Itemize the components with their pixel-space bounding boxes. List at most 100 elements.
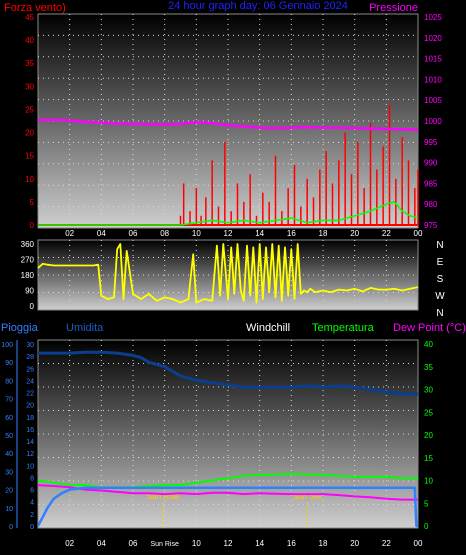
x-tick-label: 20 [350,229,359,238]
direction-tick-label: 90 [25,287,34,296]
wind-tick-label: 40 [25,36,34,45]
pressure-tick-label: 1005 [424,96,442,105]
pressure-line [37,118,419,131]
umidita-tick-label: 28 [26,354,34,361]
umidita-tick-label: 16 [26,427,34,434]
pioggia-label: Pioggia [1,322,39,334]
pressure-tick-label: 1015 [424,55,442,64]
pressure-tick-label: 995 [424,138,438,147]
umidita-tick-label: 6 [30,488,34,495]
x-tick-label: 00 [414,539,423,548]
pioggia-tick-label: 30 [5,469,13,476]
pressure-tick-label: 1020 [424,34,442,43]
pressione-label: Pressione [369,2,418,14]
wind-tick-label: 5 [30,198,35,207]
umidita-label: Umidita [66,322,104,334]
dewpoint-line [37,484,418,501]
pioggia-tick-label: 20 [5,488,13,495]
pioggia-tick-label: 60 [5,415,13,422]
x-tick-label: 06 [129,229,138,238]
direction-tick-label: 0 [30,302,35,311]
umidita-tick-label: 0 [30,524,34,531]
umidita-tick-label: 18 [26,415,34,422]
x-tick-label: 00 [414,229,423,238]
wind-tick-label: 30 [25,82,34,91]
sun-marker-label: Sun Set [293,492,322,501]
pioggia-tick-label: 100 [1,342,13,349]
compass-label: E [437,257,444,268]
gust-line [38,201,419,226]
pressure-tick-label: 990 [424,159,438,168]
wind-tick-label: 15 [25,152,34,161]
compass-label: W [435,291,445,302]
temperature-tick-label: 0 [424,522,429,531]
x-tick-label: 06 [129,539,138,548]
pioggia-tick-label: 80 [5,378,13,385]
umidita-tick-label: 30 [26,342,34,349]
temperature-tick-label: 15 [424,454,433,463]
x-tick-label: 18 [319,539,328,548]
pressure-tick-label: 1025 [424,13,442,22]
x-tick-label: 02 [65,539,74,548]
x-tick-label: 02 [65,229,74,238]
umidita-tick-label: 20 [26,403,34,410]
umidita-tick-label: 12 [26,451,34,458]
umidita-tick-label: 8 [30,475,34,482]
pressure-tick-label: 975 [424,221,438,230]
pioggia-tick-label: 40 [5,451,13,458]
dewpoint-label: Dew Point (°C) [393,322,466,334]
wind-tick-label: 10 [25,175,34,184]
temperature-tick-label: 25 [424,408,433,417]
pressure-tick-label: 980 [424,200,438,209]
x-tick-label: 12 [224,229,233,238]
pressure-tick-label: 1000 [424,117,442,126]
pioggia-tick-label: 0 [9,524,13,531]
compass-label: S [437,274,444,285]
wind-tick-label: 0 [30,221,35,230]
pressure-tick-label: 1010 [424,75,442,84]
wind-tick-label: 25 [25,105,34,114]
pioggia-tick-label: 70 [5,397,13,404]
x-tick-label: 14 [255,539,264,548]
x-tick-label: 22 [382,539,391,548]
direction-tick-label: 180 [21,271,35,280]
temperature-tick-label: 20 [424,431,433,440]
wind-tick-label: 45 [25,13,34,22]
temperature-tick-label: 40 [424,340,433,349]
x-tick-label: 22 [382,229,391,238]
x-tick-label: 08 [160,229,169,238]
umidita-tick-label: 24 [26,378,34,385]
direction-tick-label: 360 [21,240,35,249]
x-tick-label: 14 [255,229,264,238]
temperature-tick-label: 30 [424,386,433,395]
x-tick-label: 10 [192,229,201,238]
umidita-tick-label: 26 [26,366,34,373]
x-tick-label: Sun Rise [150,541,179,548]
umidita-tick-label: 10 [26,463,34,470]
umidita-tick-label: 4 [30,500,34,507]
x-tick-label: 20 [350,539,359,548]
wind-tick-label: 35 [25,59,34,68]
umidita-tick-label: 22 [26,391,34,398]
temperature-tick-label: 10 [424,477,433,486]
rain-line [36,486,418,528]
umidita-tick-label: 2 [30,512,34,519]
temperature-tick-label: 5 [424,499,429,508]
direction-tick-label: 270 [21,256,35,265]
forza-vento-label: Forza vento) [4,2,66,14]
pressure-tick-label: 985 [424,179,438,188]
temperature-tick-label: 35 [424,363,433,372]
pioggia-tick-label: 50 [5,433,13,440]
x-tick-label: 16 [287,539,296,548]
wind-direction-line [37,243,419,304]
windchill-label: Windchill [246,322,290,334]
x-tick-label: 12 [224,539,233,548]
x-tick-label: 04 [97,539,106,548]
x-tick-label: 10 [192,539,201,548]
wind-tick-label: 20 [25,129,34,138]
pioggia-tick-label: 10 [5,506,13,513]
temperatura-label: Temperatura [312,322,375,334]
humidity-line [38,350,418,396]
compass-label: N [436,240,443,251]
